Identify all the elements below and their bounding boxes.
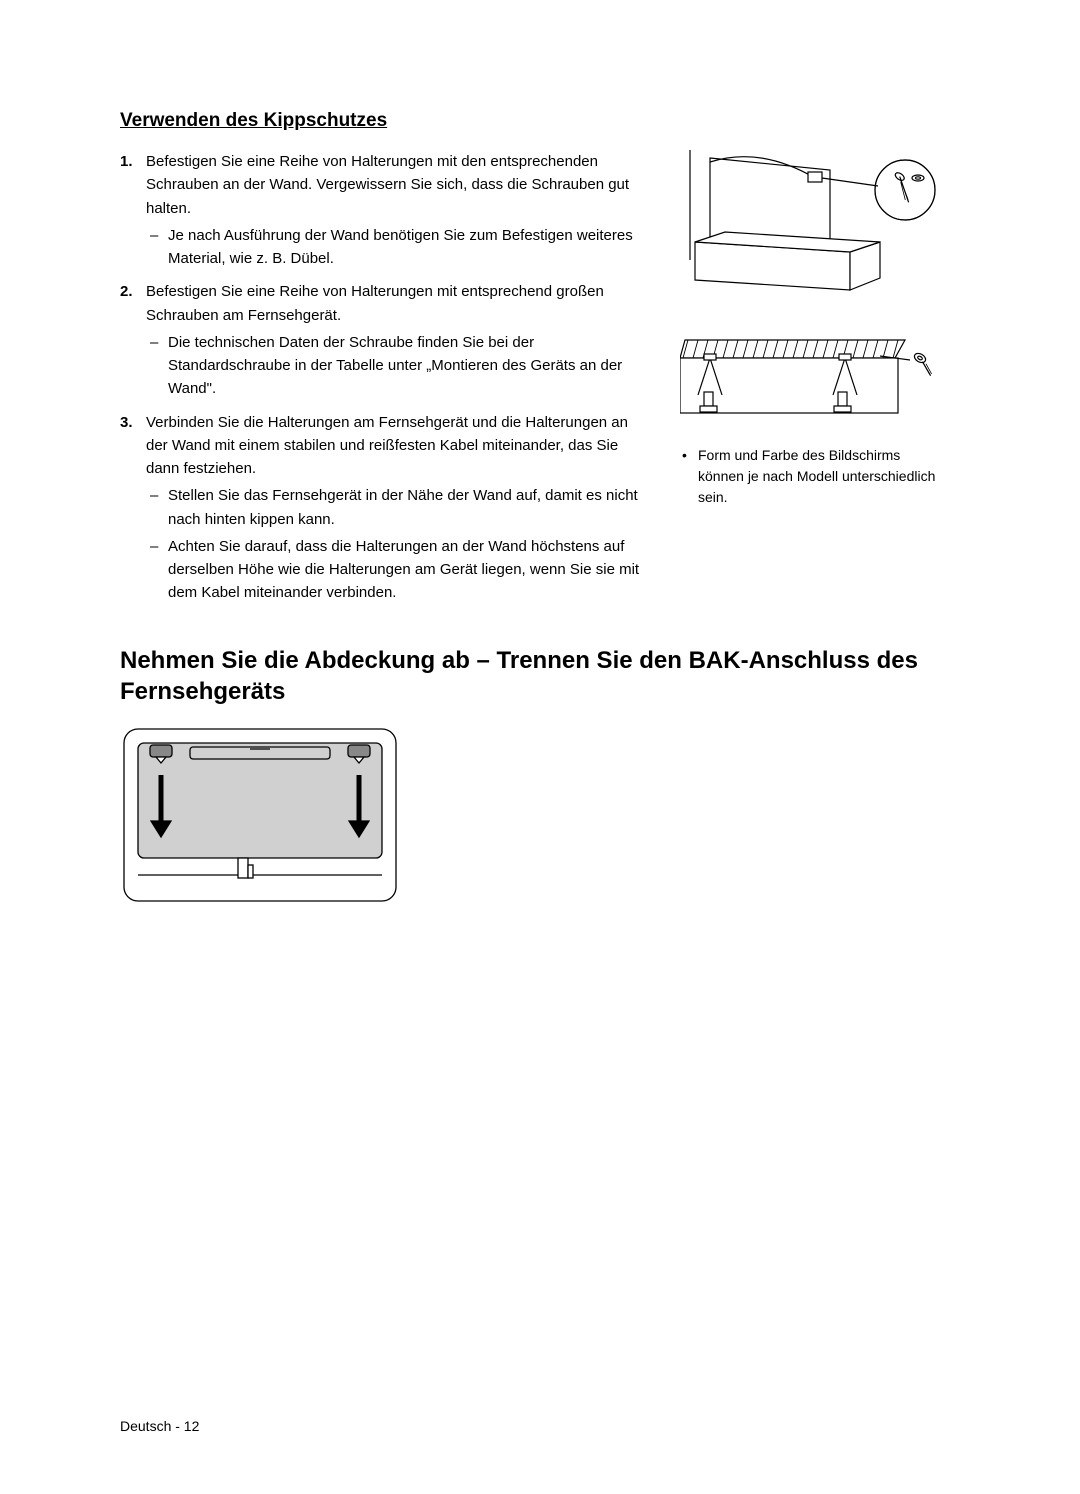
cover-removal-figure xyxy=(120,725,960,910)
tv-wall-figure xyxy=(680,150,950,435)
step-2-sublist: Die technischen Daten der Schraube finde… xyxy=(146,331,650,401)
figure-caption: Form und Farbe des Bildschirms können je… xyxy=(680,445,950,508)
step-2-sub-0: Die technischen Daten der Schraube finde… xyxy=(146,331,650,401)
content-row: Befestigen Sie eine Reihe von Halterunge… xyxy=(120,150,960,615)
tv-wall-svg xyxy=(680,150,950,430)
step-1-text: Befestigen Sie eine Reihe von Halterunge… xyxy=(146,153,629,217)
step-2: Befestigen Sie eine Reihe von Halterunge… xyxy=(120,280,650,400)
step-3-text: Verbinden Sie die Halterungen am Fernseh… xyxy=(146,414,628,478)
cover-removal-svg xyxy=(120,725,400,905)
step-1: Befestigen Sie eine Reihe von Halterunge… xyxy=(120,150,650,270)
step-3-sub-0: Stellen Sie das Fernsehgerät in der Nähe… xyxy=(146,484,650,531)
main-heading: Nehmen Sie die Abdeckung ab – Trennen Si… xyxy=(120,645,960,707)
steps-list: Befestigen Sie eine Reihe von Halterunge… xyxy=(120,150,650,605)
step-2-text: Befestigen Sie eine Reihe von Halterunge… xyxy=(146,283,604,323)
page-footer: Deutsch - 12 xyxy=(120,1418,199,1434)
step-3: Verbinden Sie die Halterungen am Fernseh… xyxy=(120,411,650,605)
step-1-sub-0: Je nach Ausführung der Wand benötigen Si… xyxy=(146,224,650,271)
step-3-sublist: Stellen Sie das Fernsehgerät in der Nähe… xyxy=(146,484,650,604)
step-1-sublist: Je nach Ausführung der Wand benötigen Si… xyxy=(146,224,650,271)
section-title: Verwenden des Kippschutzes xyxy=(120,110,960,132)
left-column: Befestigen Sie eine Reihe von Halterunge… xyxy=(120,150,650,615)
step-3-sub-1: Achten Sie darauf, dass die Halterungen … xyxy=(146,535,650,605)
right-column: Form und Farbe des Bildschirms können je… xyxy=(680,150,950,615)
figure-caption-list: Form und Farbe des Bildschirms können je… xyxy=(680,445,950,508)
